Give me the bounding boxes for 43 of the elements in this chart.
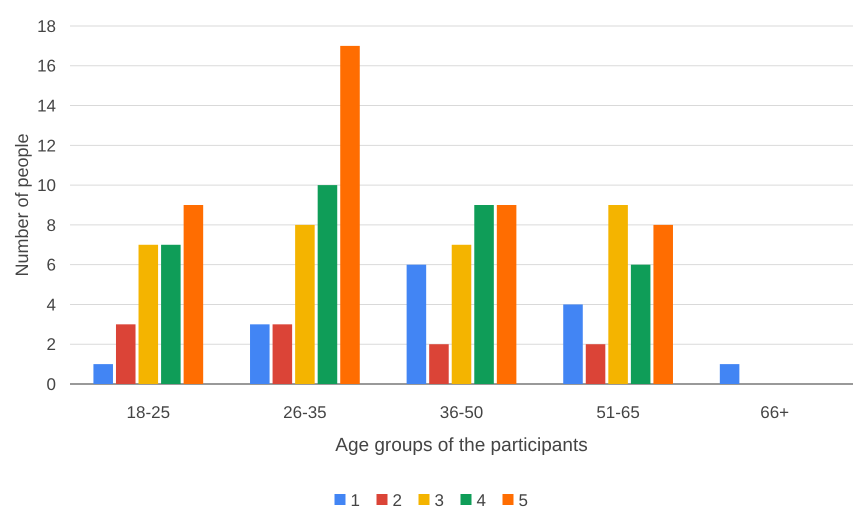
bar — [161, 244, 181, 384]
x-tick-label: 66+ — [760, 403, 790, 422]
y-axis-title: Number of people — [12, 133, 32, 277]
bar — [474, 205, 494, 384]
bar — [630, 264, 650, 384]
bar — [653, 224, 673, 384]
x-tick-label: 36-50 — [440, 403, 484, 422]
bar — [116, 324, 136, 384]
y-tick-label: 8 — [46, 216, 56, 235]
bar — [295, 224, 315, 384]
y-tick-label: 18 — [37, 16, 56, 36]
bar — [496, 205, 516, 384]
legend-label: 1 — [350, 490, 360, 510]
bar — [93, 364, 113, 384]
bar — [272, 324, 292, 384]
bar — [586, 344, 606, 384]
bar — [184, 205, 204, 384]
y-tick-label: 0 — [46, 374, 56, 394]
bar — [250, 324, 270, 384]
y-tick-label: 12 — [37, 136, 56, 156]
legend-label: 5 — [518, 490, 528, 510]
legend-label: 3 — [434, 490, 444, 510]
y-tick-label: 4 — [46, 295, 56, 314]
bar — [608, 205, 628, 384]
x-tick-label: 51-65 — [596, 403, 640, 422]
bar — [720, 364, 740, 384]
y-tick-label: 14 — [37, 96, 56, 116]
x-tick-label: 18-25 — [126, 403, 170, 422]
bar — [452, 244, 472, 384]
bar — [429, 344, 449, 384]
bar — [406, 264, 426, 384]
bar — [318, 185, 338, 384]
x-tick-label: 26-35 — [283, 403, 327, 422]
y-tick-label: 2 — [46, 335, 56, 354]
legend-label: 2 — [392, 490, 402, 510]
y-tick-label: 10 — [37, 176, 56, 196]
bar — [340, 46, 360, 384]
x-axis-title: Age groups of the participants — [335, 435, 588, 456]
bar — [563, 304, 583, 384]
bar — [138, 244, 158, 384]
legend-label: 4 — [476, 490, 486, 510]
y-tick-label: 16 — [37, 56, 56, 76]
y-tick-label: 6 — [46, 256, 56, 275]
